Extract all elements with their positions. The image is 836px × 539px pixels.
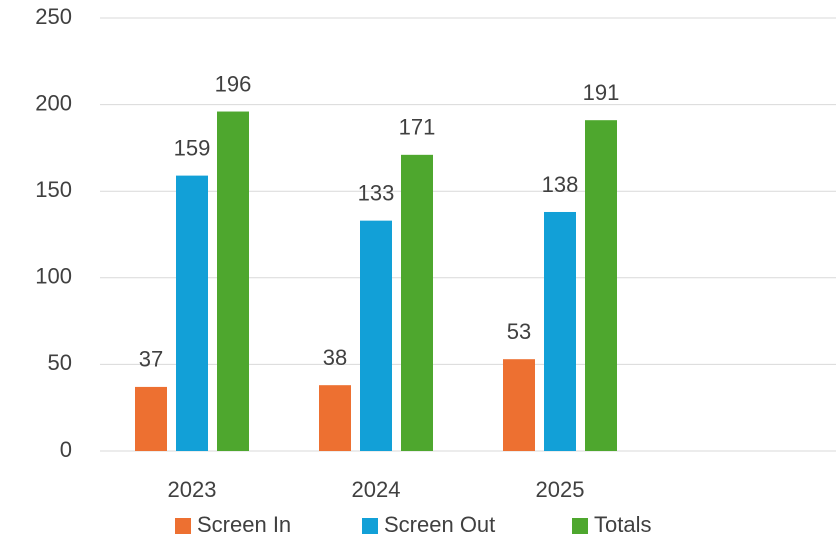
bar	[401, 154, 433, 451]
bar	[503, 359, 535, 451]
data-label: 38	[323, 345, 347, 370]
data-label: 138	[542, 172, 579, 197]
data-label: 159	[174, 135, 211, 160]
legend-swatch	[175, 518, 191, 534]
data-label: 53	[507, 319, 531, 344]
legend-label: Screen Out	[384, 512, 495, 537]
bar	[217, 111, 249, 451]
data-label: 37	[139, 347, 163, 372]
data-label: 191	[583, 80, 620, 105]
y-tick-label: 50	[48, 350, 72, 375]
data-label: 196	[215, 71, 252, 96]
bar	[176, 175, 208, 451]
legend-label: Totals	[594, 512, 651, 537]
bar	[319, 385, 351, 451]
bar	[585, 120, 617, 452]
legend-swatch	[572, 518, 588, 534]
y-tick-label: 250	[35, 4, 72, 29]
bar	[135, 386, 167, 451]
x-tick-label: 2023	[168, 477, 217, 502]
y-tick-label: 150	[35, 177, 72, 202]
bar	[360, 220, 392, 451]
data-label: 133	[358, 180, 395, 205]
y-tick-label: 0	[60, 437, 72, 462]
bar	[544, 211, 576, 451]
legend-swatch	[362, 518, 378, 534]
legend-label: Screen In	[197, 512, 291, 537]
x-tick-label: 2025	[536, 477, 585, 502]
y-tick-label: 200	[35, 90, 72, 115]
y-tick-label: 100	[35, 264, 72, 289]
data-label: 171	[399, 115, 436, 140]
x-tick-label: 2024	[352, 477, 401, 502]
